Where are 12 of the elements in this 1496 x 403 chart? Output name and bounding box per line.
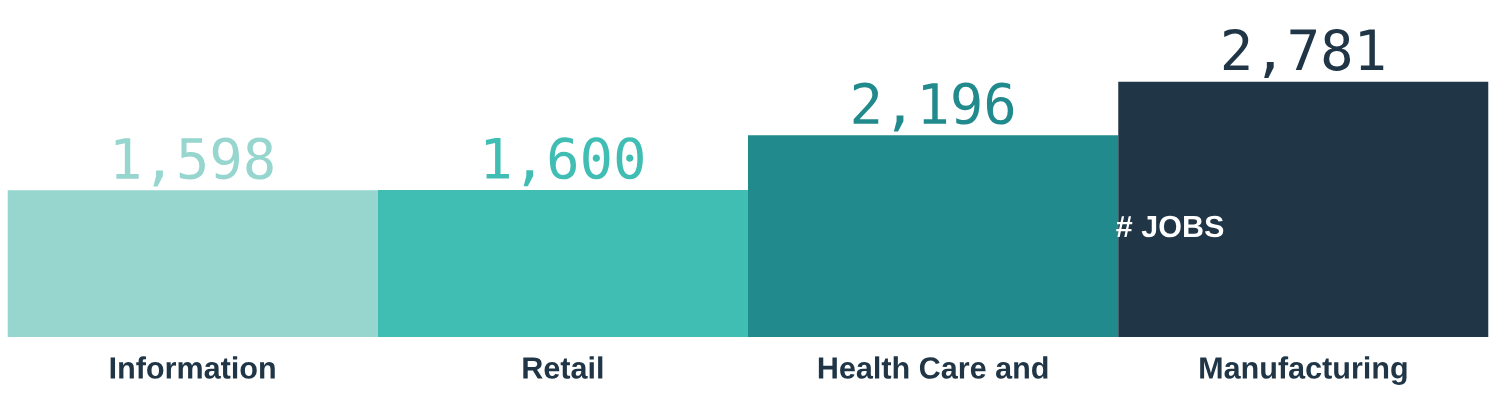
bar: [377, 190, 748, 337]
data-label: 2,196: [853, 82, 1014, 132]
x-tick-label: Information: [110, 356, 275, 379]
x-tick-label: Retail: [523, 356, 603, 379]
x-tick-label: Health Care and: [818, 356, 1048, 379]
annotation: # JOBS: [1116, 215, 1224, 238]
data-label: 1,598: [115, 137, 273, 187]
bar: [1118, 81, 1489, 337]
bar: [7, 190, 378, 337]
data-label: 1,600: [485, 137, 643, 187]
x-tick-label: Manufacturing: [1200, 356, 1407, 385]
data-label: 2,781: [1223, 28, 1384, 78]
